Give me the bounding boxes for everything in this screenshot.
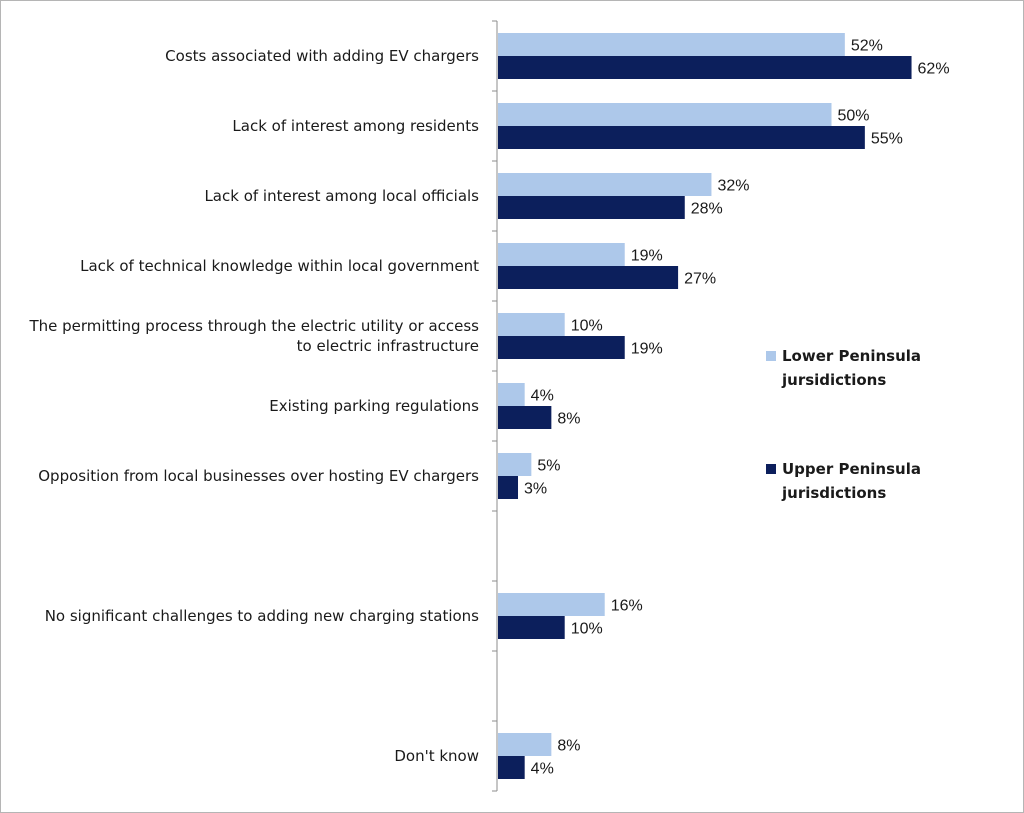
- data-label: 55%: [871, 131, 903, 148]
- category-label-line: No significant challenges to adding new …: [45, 607, 479, 625]
- bars-layer: [498, 33, 912, 779]
- data-label: 32%: [717, 178, 749, 195]
- bar-upper-peninsula: [498, 476, 519, 499]
- data-label: 50%: [838, 108, 870, 125]
- bar-lower-peninsula: [498, 243, 625, 266]
- category-label: The permitting process through the elect…: [28, 317, 479, 355]
- bar-lower-peninsula: [498, 33, 845, 56]
- data-label: 4%: [531, 761, 554, 778]
- category-label: Lack of interest among local officials: [204, 187, 479, 205]
- data-label: 4%: [531, 388, 554, 405]
- bar-upper-peninsula: [498, 266, 679, 289]
- bar-lower-peninsula: [498, 383, 525, 406]
- category-label-line: to electric infrastructure: [297, 337, 479, 355]
- data-label: 8%: [557, 411, 580, 428]
- bar-upper-peninsula: [498, 196, 685, 219]
- legend-entry-line: Upper Peninsula: [782, 460, 921, 478]
- data-label: 19%: [631, 341, 663, 358]
- bar-upper-peninsula: [498, 336, 625, 359]
- category-label: Don't know: [394, 747, 479, 765]
- bar-lower-peninsula: [498, 593, 605, 616]
- data-label: 62%: [918, 61, 950, 78]
- data-label: 16%: [611, 598, 643, 615]
- bar-upper-peninsula: [498, 756, 525, 779]
- category-label-line: Lack of interest among residents: [232, 117, 479, 135]
- category-label-line: Lack of interest among local officials: [204, 187, 479, 205]
- category-label: No significant challenges to adding new …: [45, 607, 479, 625]
- data-label: 28%: [691, 201, 723, 218]
- bar-lower-peninsula: [498, 313, 565, 336]
- category-label-line: Costs associated with adding EV chargers: [165, 47, 479, 65]
- category-label-line: Existing parking regulations: [269, 397, 479, 415]
- bar-lower-peninsula: [498, 103, 832, 126]
- data-label: 3%: [524, 481, 547, 498]
- value-labels: 52%62%50%55%32%28%19%27%10%19%4%8%5%3%16…: [524, 38, 950, 778]
- bar-upper-peninsula: [498, 616, 565, 639]
- category-label-line: Opposition from local businesses over ho…: [38, 467, 479, 485]
- category-labels: Costs associated with adding EV chargers…: [28, 47, 479, 765]
- bar-lower-peninsula: [498, 453, 532, 476]
- data-label: 10%: [571, 318, 603, 335]
- legend-entry: Lower Peninsula jursidictions: [781, 347, 921, 389]
- category-label-line: Don't know: [394, 747, 479, 765]
- category-label-line: The permitting process through the elect…: [28, 317, 479, 335]
- category-label: Opposition from local businesses over ho…: [38, 467, 479, 485]
- legend-entry-line: Lower Peninsula: [782, 347, 921, 365]
- category-label: Costs associated with adding EV chargers: [165, 47, 479, 65]
- bar-lower-peninsula: [498, 173, 712, 196]
- category-label: Lack of interest among residents: [232, 117, 479, 135]
- legend: Lower Peninsula jursidictions Upper Penins…: [766, 347, 921, 502]
- legend-swatch: [766, 464, 776, 474]
- bar-upper-peninsula: [498, 126, 865, 149]
- data-label: 19%: [631, 248, 663, 265]
- data-label: 52%: [851, 38, 883, 55]
- data-label: 27%: [684, 271, 716, 288]
- category-label-line: Lack of technical knowledge within local…: [80, 257, 479, 275]
- data-label: 10%: [571, 621, 603, 638]
- legend-entry-line: jurisdictions: [781, 484, 886, 502]
- data-label: 8%: [557, 738, 580, 755]
- category-axis: [492, 20, 498, 792]
- bar-upper-peninsula: [498, 56, 912, 79]
- data-label: 5%: [537, 458, 560, 475]
- legend-entry: Upper Peninsula jurisdictions: [781, 460, 921, 502]
- bar-lower-peninsula: [498, 733, 552, 756]
- legend-entry-line: jursidictions: [781, 371, 886, 389]
- category-label: Lack of technical knowledge within local…: [80, 257, 479, 275]
- category-label: Existing parking regulations: [269, 397, 479, 415]
- bar-upper-peninsula: [498, 406, 552, 429]
- legend-swatch: [766, 351, 776, 361]
